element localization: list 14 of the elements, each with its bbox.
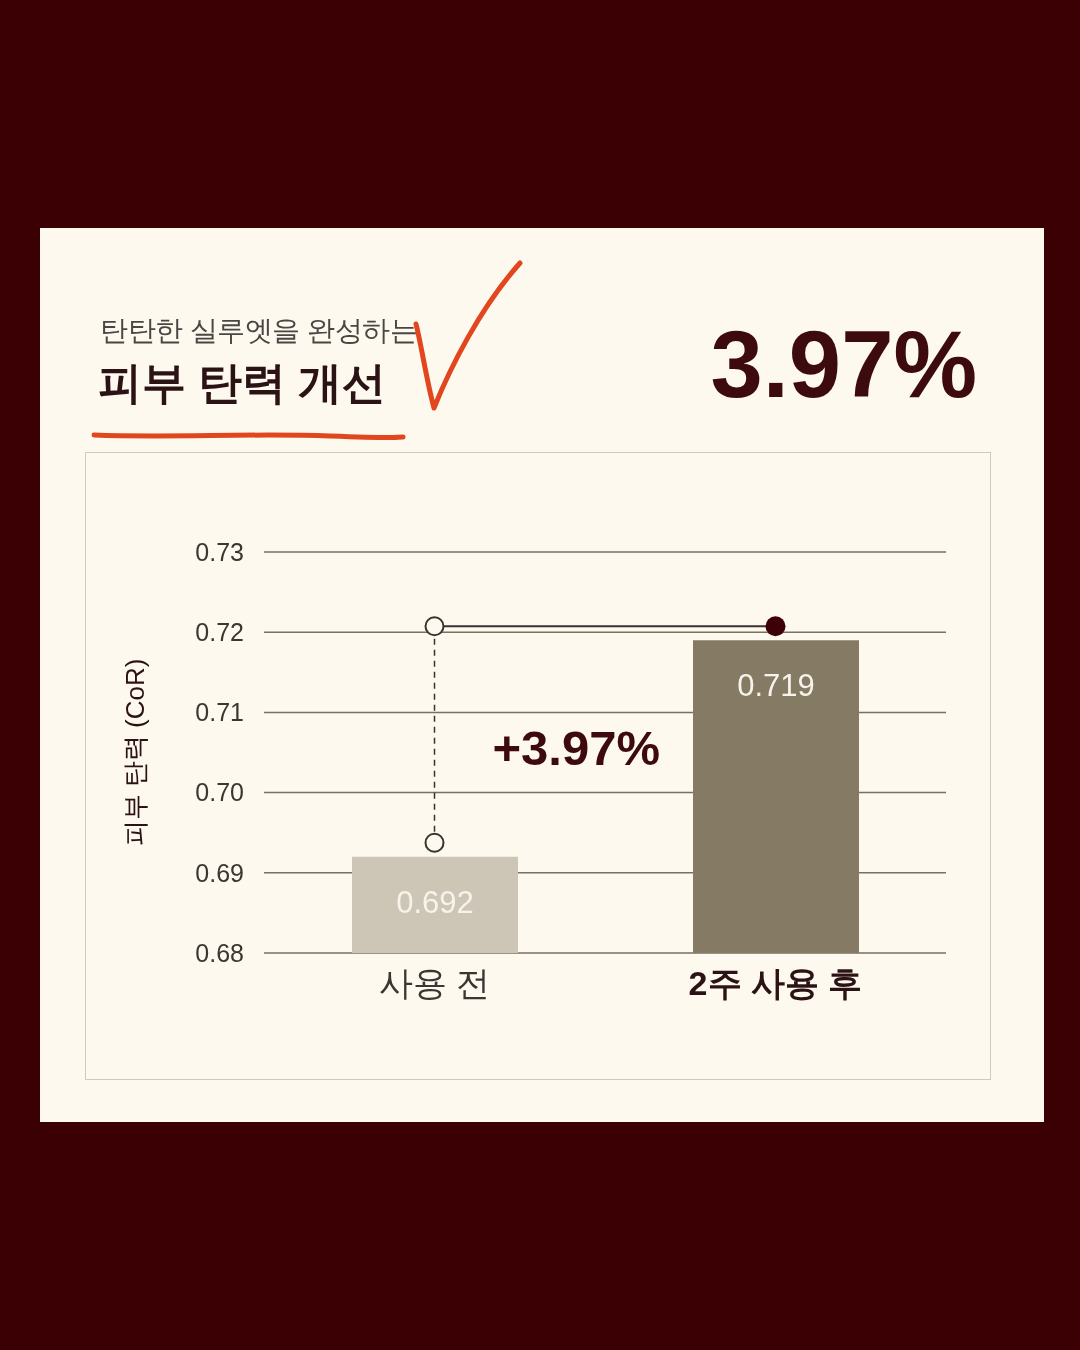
y-tick-label: 0.70 (195, 778, 244, 807)
x-tick-label: 사용 전 (378, 964, 491, 1002)
x-tick-label: 2주 사용 후 (688, 964, 863, 1002)
text: 3.97% (710, 312, 977, 417)
y-axis-title: 피부 탄력 (CoR) (120, 658, 150, 847)
y-tick-label: 0.71 (195, 698, 244, 727)
y-tick-label: 0.72 (195, 618, 244, 647)
data-label: 0.719 (737, 668, 815, 704)
chart-subtitle: 탄탄한 실루엣을 완성하는 (100, 314, 418, 348)
annotation: +3.97% (492, 721, 661, 776)
y-tick-label: 0.68 (195, 938, 244, 967)
y-tick-label: 0.73 (195, 537, 244, 566)
chart-title: 피부 탄력 개선 (98, 357, 387, 409)
y-tick-label: 0.69 (195, 858, 244, 887)
